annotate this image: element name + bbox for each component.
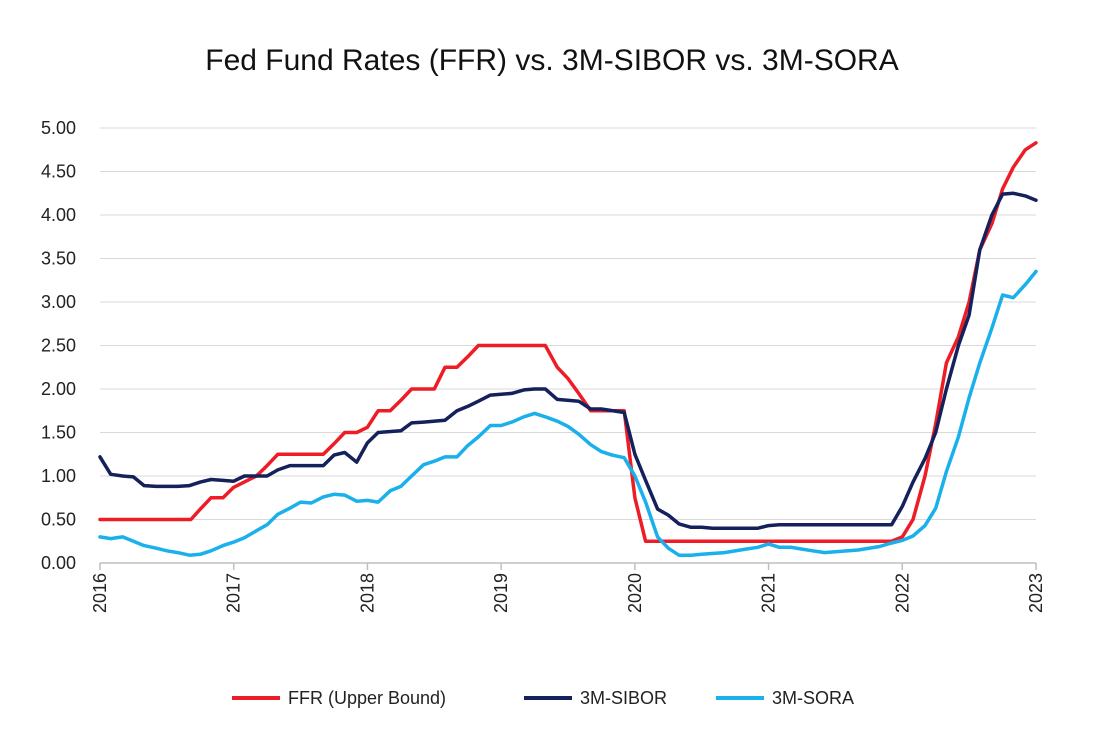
chart-title: Fed Fund Rates (FFR) vs. 3M-SIBOR vs. 3M… bbox=[205, 44, 898, 77]
y-tick-label: 2.00 bbox=[41, 379, 76, 399]
y-tick-label: 1.00 bbox=[41, 466, 76, 486]
y-tick-label: 4.50 bbox=[41, 162, 76, 182]
axes: 0.00 0.50 1.00 1.50 2.00 2.50 3.00 3.50 4.00 4.50… bbox=[41, 118, 1046, 613]
y-tick-label: 0.50 bbox=[41, 510, 76, 530]
series-line-1 bbox=[98, 191, 1038, 530]
y-tick-label: 0.00 bbox=[41, 553, 76, 573]
legend-label-0: FFR (Upper Bound) bbox=[288, 688, 446, 708]
x-tick-label: 2020 bbox=[625, 573, 645, 613]
y-tick-label: 3.00 bbox=[41, 292, 76, 312]
y-tick-label: 4.00 bbox=[41, 205, 76, 225]
x-tick-label: 2019 bbox=[491, 573, 511, 613]
series-line-2 bbox=[98, 269, 1038, 557]
legend-label-2: 3M-SORA bbox=[772, 688, 854, 708]
x-tick-label: 2021 bbox=[759, 573, 779, 613]
series-lines bbox=[98, 141, 1038, 557]
series-line-0 bbox=[98, 141, 1038, 544]
y-tick-label: 2.50 bbox=[41, 336, 76, 356]
x-tick-label: 2018 bbox=[357, 573, 377, 613]
y-tick-label: 1.50 bbox=[41, 423, 76, 443]
x-tick-label: 2022 bbox=[892, 573, 912, 613]
legend-label-1: 3M-SIBOR bbox=[580, 688, 667, 708]
x-tick-label: 2016 bbox=[90, 573, 110, 613]
y-tick-label: 5.00 bbox=[41, 118, 76, 138]
y-tick-label: 3.50 bbox=[41, 249, 76, 269]
x-tick-label: 2017 bbox=[224, 573, 244, 613]
x-tick-label: 2023 bbox=[1026, 573, 1046, 613]
legend: FFR (Upper Bound) 3M-SIBOR 3M-SORA bbox=[232, 688, 854, 708]
